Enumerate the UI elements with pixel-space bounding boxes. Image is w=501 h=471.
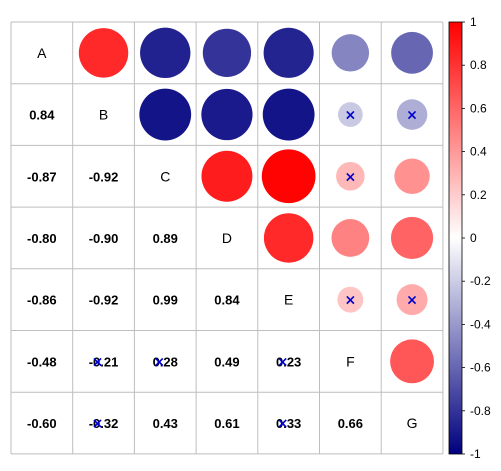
variable-label: C bbox=[160, 168, 170, 184]
colorbar-tick-label: -0.8 bbox=[470, 404, 491, 418]
correlation-circle bbox=[337, 286, 364, 313]
correlation-value: 0.84 bbox=[29, 108, 55, 123]
correlation-circle bbox=[394, 158, 430, 194]
correlation-circle bbox=[140, 27, 191, 79]
cell-grid bbox=[10, 21, 444, 455]
colorbar-tick-label: 0 bbox=[470, 231, 477, 245]
insignificant-marker: × bbox=[153, 354, 165, 370]
correlation-circle bbox=[201, 150, 253, 202]
variable-label: A bbox=[37, 45, 47, 61]
correlation-value: 0.99 bbox=[153, 293, 178, 308]
insignificant-marker: × bbox=[344, 293, 356, 309]
colorbar-tick-label: 0.2 bbox=[470, 188, 487, 202]
colorbar-gradient bbox=[448, 21, 463, 455]
colorbar-tick-label: 0.4 bbox=[470, 145, 487, 159]
correlation-circle bbox=[139, 88, 192, 141]
colorbar: 1 0.8 0.6 0.4 0.2 0 -0.2 -0.4 -0.6 -0.8 -1 bbox=[448, 15, 491, 461]
correlation-value: -0.21 bbox=[89, 354, 119, 369]
correlation-circle bbox=[202, 28, 252, 77]
correlation-circle bbox=[336, 161, 365, 191]
insignificant-marker: × bbox=[92, 354, 104, 370]
insignificant-marker: × bbox=[277, 354, 289, 370]
colorbar-tick-label: -0.4 bbox=[470, 317, 491, 331]
correlation-circle bbox=[201, 88, 253, 141]
correlation-circle bbox=[78, 28, 129, 78]
correlation-circle bbox=[261, 149, 316, 204]
correlation-value: -0.86 bbox=[27, 293, 57, 308]
correlation-value: -0.92 bbox=[89, 169, 119, 184]
correlation-value: -0.60 bbox=[27, 416, 57, 431]
correlation-value: -0.48 bbox=[27, 354, 57, 369]
correlation-circle bbox=[263, 213, 314, 263]
correlation-value: -0.87 bbox=[27, 169, 57, 184]
correlation-value: -0.90 bbox=[89, 231, 119, 246]
correlation-value: -0.92 bbox=[89, 293, 119, 308]
correlation-value: 0.28 bbox=[153, 354, 178, 369]
correlation-circle bbox=[331, 219, 370, 257]
colorbar-tick-label: -0.6 bbox=[470, 361, 491, 375]
plot-marks: A 0.84 B × × -0.87 -0.92 C × -0.80 -0.90 0.89 D -0.86… bbox=[27, 27, 434, 432]
correlation-value: 0.61 bbox=[214, 416, 239, 431]
correlation-value: 0.89 bbox=[153, 231, 178, 246]
correlation-value: -0.80 bbox=[27, 231, 57, 246]
colorbar-tick-label: 1 bbox=[470, 15, 477, 29]
colorbar-tick-label: -0.2 bbox=[470, 274, 491, 288]
correlation-circle bbox=[337, 102, 363, 127]
variable-label: B bbox=[99, 107, 108, 123]
correlation-value: 0.43 bbox=[153, 416, 178, 431]
insignificant-marker: × bbox=[344, 169, 356, 185]
correlation-circle bbox=[262, 88, 315, 141]
correlation-circle bbox=[391, 31, 433, 74]
variable-label: F bbox=[346, 353, 355, 369]
correlation-value: 0.84 bbox=[214, 293, 240, 308]
correlation-circle bbox=[390, 339, 434, 384]
insignificant-marker: × bbox=[92, 416, 104, 432]
correlation-value: 0.49 bbox=[214, 354, 239, 369]
correlation-value: 0.66 bbox=[338, 416, 363, 431]
insignificant-marker: × bbox=[406, 108, 418, 124]
insignificant-marker: × bbox=[277, 416, 289, 432]
correlation-circle bbox=[390, 216, 434, 260]
colorbar-tick-label: -1 bbox=[470, 447, 481, 461]
insignificant-marker: × bbox=[344, 108, 356, 124]
correlation-circle bbox=[263, 27, 314, 78]
correlation-circle bbox=[396, 99, 428, 130]
insignificant-marker: × bbox=[406, 293, 418, 309]
variable-label: D bbox=[222, 230, 232, 246]
correlation-circle bbox=[396, 284, 428, 316]
correlation-value: 0.33 bbox=[276, 416, 301, 431]
colorbar-tick-label: 0.6 bbox=[470, 101, 487, 115]
correlation-value: 0.23 bbox=[276, 354, 301, 369]
correlation-value: -0.32 bbox=[89, 416, 119, 431]
colorbar-tick-label: 0.8 bbox=[470, 58, 487, 72]
correlation-circle bbox=[331, 34, 370, 72]
variable-label: E bbox=[284, 292, 293, 308]
variable-label: G bbox=[407, 415, 418, 431]
